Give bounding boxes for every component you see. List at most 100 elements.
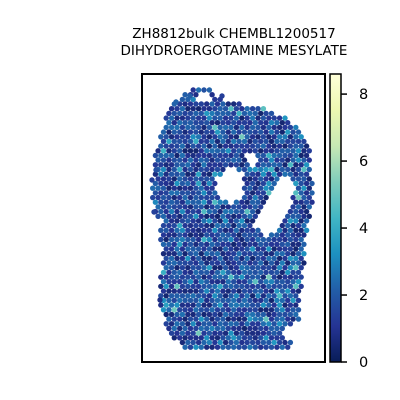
- spot: [290, 269, 296, 276]
- colorbar-tick-label: 0: [359, 355, 368, 371]
- spot: [190, 255, 196, 262]
- spot: [182, 297, 188, 304]
- spot: [239, 311, 245, 318]
- spot: [171, 185, 177, 191]
- spot: [193, 316, 199, 322]
- spot: [179, 236, 186, 243]
- spot: [152, 171, 159, 177]
- spot: [293, 218, 299, 224]
- spot: [163, 190, 169, 196]
- spot: [290, 232, 296, 238]
- spot: [220, 288, 226, 294]
- spot: [241, 176, 248, 182]
- spot: [255, 255, 261, 262]
- spot: [190, 236, 196, 243]
- spot: [166, 316, 172, 322]
- spot: [198, 288, 204, 294]
- spot: [185, 330, 191, 336]
- spot: [260, 134, 267, 140]
- spot: [217, 162, 223, 168]
- spot: [182, 269, 188, 276]
- spot: [206, 162, 213, 168]
- spot: [214, 204, 221, 210]
- spot: [241, 157, 248, 163]
- spot: [228, 124, 234, 131]
- spot: [206, 190, 213, 196]
- spot: [209, 148, 215, 154]
- spot: [198, 185, 204, 191]
- spot: [290, 297, 296, 304]
- spot: [206, 302, 213, 308]
- spot: [198, 325, 204, 332]
- spot: [212, 115, 218, 121]
- spot: [179, 115, 186, 121]
- spot: [293, 208, 299, 215]
- spot: [233, 339, 240, 346]
- spot: [285, 344, 291, 350]
- spot: [233, 134, 240, 140]
- spot: [171, 325, 177, 332]
- spot: [163, 265, 169, 271]
- spot: [212, 134, 218, 140]
- spot: [190, 134, 196, 140]
- spot: [214, 222, 221, 229]
- spot: [298, 171, 304, 177]
- spot: [255, 124, 261, 131]
- spot: [263, 260, 269, 266]
- spot: [187, 260, 194, 266]
- spot: [206, 321, 213, 327]
- spot: [163, 171, 169, 177]
- spot: [204, 251, 210, 257]
- spot: [301, 222, 307, 229]
- spot: [187, 251, 194, 257]
- spot: [274, 307, 280, 313]
- spot: [190, 311, 196, 318]
- spot: [228, 227, 234, 233]
- spot: [187, 269, 194, 276]
- spot: [174, 302, 180, 308]
- spot: [158, 190, 164, 196]
- spot: [198, 232, 204, 238]
- spot: [274, 316, 280, 322]
- spot: [290, 166, 296, 173]
- spot: [220, 335, 226, 341]
- spot: [198, 344, 204, 350]
- spot: [193, 110, 199, 117]
- spot: [171, 129, 177, 135]
- spot: [298, 218, 304, 224]
- spot: [182, 194, 188, 201]
- spot: [239, 143, 245, 149]
- spot: [301, 185, 307, 191]
- spot: [268, 176, 275, 182]
- spot: [214, 269, 221, 276]
- spot: [228, 339, 234, 346]
- spot: [171, 157, 177, 163]
- spot: [163, 274, 169, 280]
- spot: [239, 236, 245, 243]
- spot: [268, 157, 275, 163]
- spot: [193, 101, 199, 107]
- spot: [214, 101, 221, 107]
- spot: [206, 180, 213, 187]
- spot: [271, 255, 277, 262]
- spot: [301, 194, 307, 201]
- spot: [220, 325, 226, 332]
- spot: [217, 227, 223, 233]
- spot: [206, 124, 213, 131]
- spot: [258, 279, 264, 285]
- spot: [239, 274, 245, 280]
- spot: [255, 152, 261, 159]
- spot: [239, 339, 245, 346]
- spot: [298, 274, 304, 280]
- spot: [247, 269, 253, 276]
- spot: [190, 171, 196, 177]
- spot: [190, 143, 196, 149]
- spot: [179, 171, 186, 177]
- spot: [177, 204, 183, 210]
- spot: [233, 293, 240, 299]
- spot: [293, 265, 299, 271]
- spot: [285, 260, 291, 266]
- spot: [268, 325, 275, 332]
- spot: [187, 101, 194, 107]
- spot: [209, 222, 215, 229]
